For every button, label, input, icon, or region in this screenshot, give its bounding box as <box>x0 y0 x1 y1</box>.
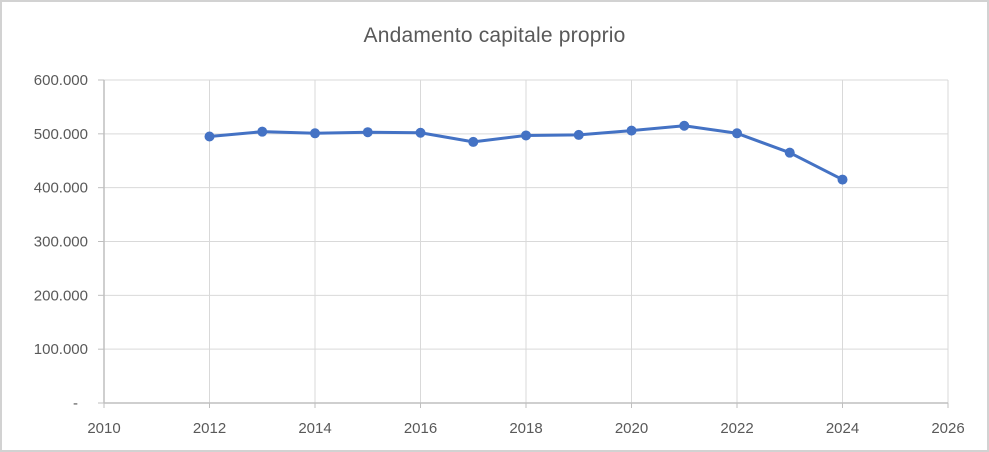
x-tick-label: 2014 <box>298 420 331 437</box>
y-tick-label: - <box>73 395 78 412</box>
x-tick-label: 2018 <box>509 420 542 437</box>
data-point-marker <box>837 174 848 185</box>
data-point-marker <box>362 127 373 138</box>
y-tick-label: 100.000 <box>34 341 88 358</box>
y-tick-label: 200.000 <box>34 287 88 304</box>
data-point-marker <box>468 136 479 147</box>
x-tick-label: 2016 <box>404 420 437 437</box>
y-tick-label: 500.000 <box>34 126 88 143</box>
data-point-marker <box>204 131 215 142</box>
y-tick-label: 300.000 <box>34 234 88 251</box>
data-point-marker <box>626 125 637 136</box>
data-point-marker <box>415 127 426 138</box>
data-point-marker <box>257 126 268 137</box>
data-point-marker <box>732 128 742 139</box>
x-tick-label: 2026 <box>931 420 964 437</box>
data-point-marker <box>573 129 584 140</box>
data-point-marker <box>310 128 320 139</box>
x-tick-label: 2010 <box>87 420 120 437</box>
x-tick-label: 2024 <box>826 420 859 437</box>
data-point-marker <box>521 130 531 141</box>
data-point-marker <box>679 120 690 131</box>
chart-title: Andamento capitale proprio <box>363 24 626 47</box>
y-tick-label: 400.000 <box>34 180 88 197</box>
x-tick-label: 2020 <box>615 420 648 437</box>
x-tick-label: 2012 <box>193 420 226 437</box>
data-point-marker <box>784 147 795 158</box>
y-tick-label: 600.000 <box>34 72 88 89</box>
x-tick-label: 2022 <box>720 420 753 437</box>
